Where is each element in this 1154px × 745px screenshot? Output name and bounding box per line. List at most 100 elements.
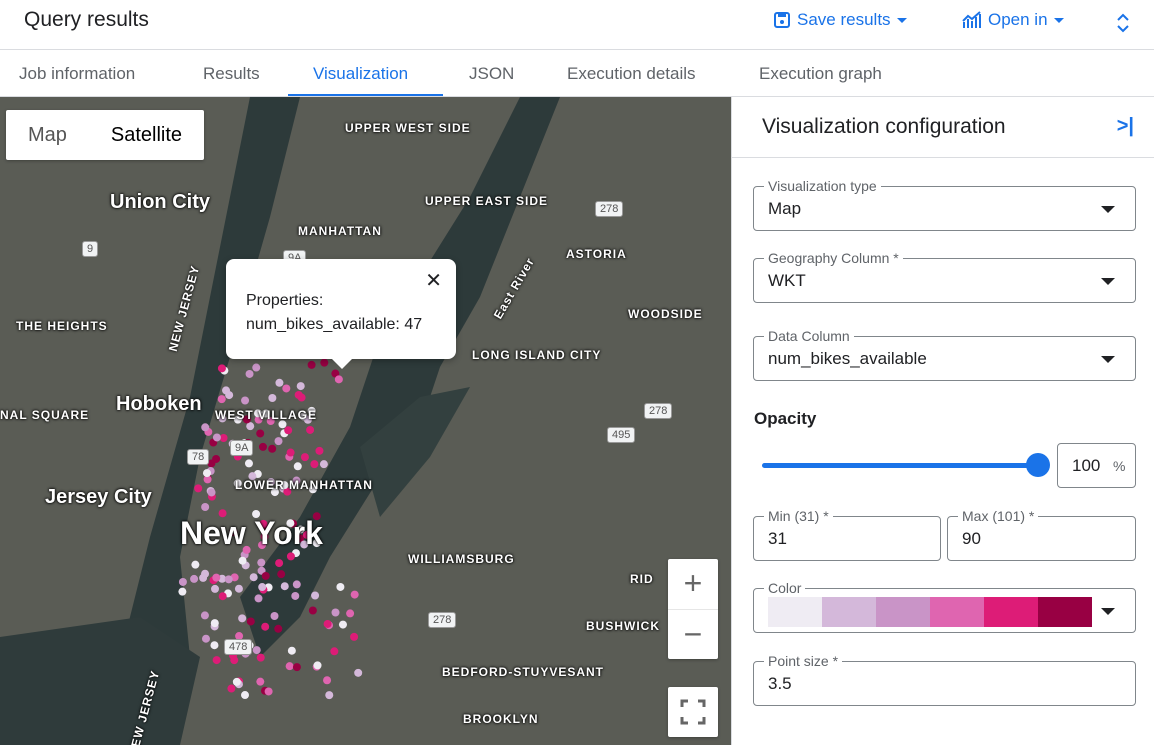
data-point[interactable] <box>261 571 270 580</box>
zoom-in-button[interactable]: + <box>683 565 703 601</box>
data-point[interactable] <box>227 684 236 693</box>
data-point[interactable] <box>218 592 227 601</box>
data-point[interactable] <box>286 519 295 528</box>
data-point[interactable] <box>246 422 255 431</box>
data-point[interactable] <box>210 619 219 628</box>
data-point[interactable] <box>284 426 293 435</box>
data-point[interactable] <box>242 545 251 554</box>
data-point[interactable] <box>350 632 359 641</box>
data-point[interactable] <box>207 488 216 497</box>
data-point[interactable] <box>232 677 241 686</box>
data-point[interactable] <box>346 609 355 618</box>
data-point[interactable] <box>325 691 334 700</box>
data-point[interactable] <box>178 577 187 586</box>
data-point[interactable] <box>296 534 305 543</box>
data-point[interactable] <box>210 641 219 650</box>
data-point[interactable] <box>275 559 284 568</box>
data-point[interactable] <box>259 519 268 528</box>
data-point[interactable] <box>354 668 363 677</box>
data-point[interactable] <box>268 394 277 403</box>
data-point[interactable] <box>350 590 359 599</box>
data-point[interactable] <box>191 560 200 569</box>
data-point[interactable] <box>224 575 233 584</box>
data-point[interactable] <box>194 484 203 493</box>
data-point[interactable] <box>307 360 316 369</box>
collapse-panel-icon[interactable]: >| <box>1116 115 1134 137</box>
data-point[interactable] <box>212 656 221 665</box>
data-point[interactable] <box>254 415 263 424</box>
data-point[interactable] <box>248 472 257 481</box>
data-point[interactable] <box>312 539 321 548</box>
data-point[interactable] <box>274 437 283 446</box>
data-point[interactable] <box>278 420 287 429</box>
data-point[interactable] <box>323 619 332 628</box>
opacity-input[interactable]: 100 % <box>1057 443 1136 488</box>
tab-execution-graph[interactable]: Execution graph <box>759 64 882 83</box>
data-point[interactable] <box>331 369 340 378</box>
data-point[interactable] <box>260 532 269 541</box>
save-results-button[interactable]: Save results <box>773 10 907 30</box>
data-point[interactable] <box>244 459 253 468</box>
data-point[interactable] <box>296 382 305 391</box>
data-point[interactable] <box>233 415 242 424</box>
data-point[interactable] <box>336 582 345 591</box>
data-point[interactable] <box>261 622 270 631</box>
data-point[interactable] <box>306 425 315 434</box>
data-point[interactable] <box>238 614 247 623</box>
data-point[interactable] <box>292 580 301 589</box>
data-point[interactable] <box>256 429 265 438</box>
data-point[interactable] <box>249 573 258 582</box>
data-point[interactable] <box>287 646 296 655</box>
data-point[interactable] <box>282 384 291 393</box>
data-point[interactable] <box>202 469 211 478</box>
data-point[interactable] <box>319 460 328 469</box>
data-point[interactable] <box>268 444 277 453</box>
data-point[interactable] <box>300 540 309 549</box>
data-point[interactable] <box>252 510 261 519</box>
data-point[interactable] <box>235 632 244 641</box>
open-in-button[interactable]: Open in <box>962 10 1064 30</box>
data-point[interactable] <box>308 485 317 494</box>
data-point[interactable] <box>292 663 301 672</box>
data-point[interactable] <box>294 390 303 399</box>
data-point[interactable] <box>218 509 227 518</box>
data-point[interactable] <box>313 661 322 670</box>
data-point[interactable] <box>257 558 266 567</box>
data-point[interactable] <box>203 475 212 484</box>
data-point[interactable] <box>296 525 305 534</box>
data-point[interactable] <box>217 364 226 373</box>
data-point[interactable] <box>212 454 221 463</box>
data-point[interactable] <box>286 448 295 457</box>
data-point[interactable] <box>190 574 199 583</box>
data-point[interactable] <box>286 552 295 561</box>
max-input[interactable]: Max (101) * 90 <box>947 508 1136 561</box>
data-point[interactable] <box>229 527 238 536</box>
data-point[interactable] <box>300 453 309 462</box>
color-select[interactable]: Color <box>753 580 1136 633</box>
data-point[interactable] <box>201 503 210 512</box>
data-point[interactable] <box>240 691 249 700</box>
data-point[interactable] <box>256 653 265 662</box>
data-point[interactable] <box>292 476 301 485</box>
tab-json[interactable]: JSON <box>469 64 515 83</box>
geography-column-select[interactable]: Geography Column * WKT <box>753 250 1136 303</box>
data-point[interactable] <box>338 620 347 629</box>
data-point[interactable] <box>274 624 283 633</box>
map-canvas[interactable]: Union City UPPER WEST SIDE UPPER EAST SIDE… <box>0 97 731 745</box>
data-point[interactable] <box>277 570 286 579</box>
data-point[interactable] <box>334 375 343 384</box>
map-type-map-button[interactable]: Map <box>28 124 67 146</box>
data-point[interactable] <box>241 396 250 405</box>
data-point[interactable] <box>254 409 263 418</box>
data-point[interactable] <box>245 369 254 378</box>
map-type-satellite-button[interactable]: Satellite <box>110 124 183 146</box>
data-point[interactable] <box>200 611 209 620</box>
min-input[interactable]: Min (31) * 31 <box>753 508 941 561</box>
data-point[interactable] <box>323 676 332 685</box>
fullscreen-button[interactable] <box>668 687 718 737</box>
data-point[interactable] <box>264 687 273 696</box>
data-point[interactable] <box>201 634 210 643</box>
data-point[interactable] <box>331 608 340 617</box>
data-point[interactable] <box>234 584 243 593</box>
data-point[interactable] <box>283 487 292 496</box>
